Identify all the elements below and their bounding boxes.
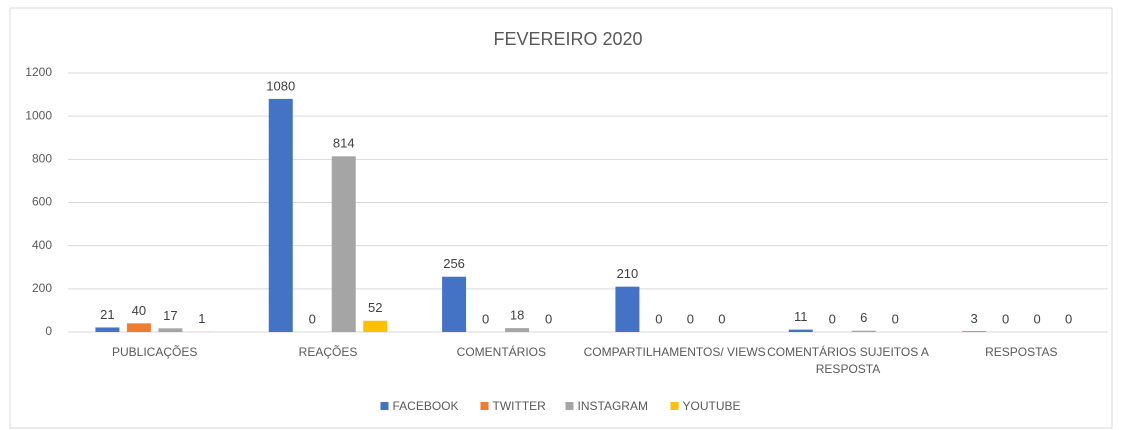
- chart-title: FEVEREIRO 2020: [493, 29, 642, 49]
- data-label: 0: [687, 311, 694, 326]
- data-label: 0: [718, 311, 725, 326]
- data-label: 210: [617, 266, 639, 281]
- legend-label: TWITTER: [493, 399, 547, 413]
- data-label: 52: [368, 300, 382, 315]
- bar: [851, 330, 876, 332]
- bar: [158, 328, 183, 332]
- data-label: 17: [163, 308, 177, 323]
- data-label: 6: [860, 310, 867, 325]
- data-label: 11: [794, 309, 808, 324]
- bar: [126, 323, 151, 332]
- legend-label: INSTAGRAM: [578, 399, 648, 413]
- legend-label: FACEBOOK: [393, 399, 459, 413]
- bar: [268, 98, 293, 333]
- x-tick-label: PUBLICAÇÕES: [111, 345, 198, 359]
- bar: [505, 328, 530, 332]
- x-tick-label: RESPOSTAS: [985, 345, 1058, 359]
- bar: [788, 329, 813, 332]
- data-label: 40: [132, 303, 146, 318]
- data-label: 1080: [266, 78, 295, 93]
- bar: [615, 286, 640, 332]
- y-tick-label: 0: [45, 324, 52, 338]
- y-tick-label: 400: [32, 238, 52, 252]
- data-label: 0: [309, 311, 316, 326]
- data-label: 21: [100, 307, 114, 322]
- x-tick-label: COMPARTILHAMENTOS/ VIEWS: [583, 345, 766, 359]
- data-label: 814: [333, 136, 355, 151]
- legend-label: YOUTUBE: [683, 399, 741, 413]
- y-tick-label: 600: [32, 195, 52, 209]
- bar: [962, 331, 987, 332]
- x-tick-label: COMENTÁRIOS SUJEITOS A RESPOSTA: [767, 345, 929, 376]
- data-label: 0: [1033, 311, 1040, 326]
- y-tick-label: 200: [32, 281, 52, 295]
- data-label: 0: [1002, 311, 1009, 326]
- data-label: 18: [510, 308, 524, 323]
- bar: [363, 320, 388, 332]
- bar: [331, 156, 356, 332]
- data-label: 0: [829, 311, 836, 326]
- x-tick-label: COMENTÁRIOS: [456, 345, 546, 359]
- data-label: 0: [655, 311, 662, 326]
- data-label: 0: [892, 311, 899, 326]
- legend-swatch: [380, 402, 389, 410]
- y-tick-label: 800: [32, 152, 52, 166]
- bar: [95, 327, 120, 332]
- y-tick-label: 1200: [25, 65, 52, 79]
- y-tick-label: 1000: [25, 108, 52, 122]
- data-label: 0: [545, 311, 552, 326]
- x-tick-label: REAÇÕES: [298, 345, 358, 359]
- bar: [442, 276, 467, 332]
- data-label: 0: [482, 311, 489, 326]
- data-label: 0: [1065, 311, 1072, 326]
- data-label: 256: [443, 256, 465, 271]
- legend-swatch: [565, 402, 574, 410]
- chart-border: [9, 7, 1113, 429]
- data-label: 1: [198, 311, 205, 326]
- legend-swatch: [480, 402, 489, 410]
- data-label: 3: [970, 311, 977, 326]
- legend-swatch: [670, 402, 679, 410]
